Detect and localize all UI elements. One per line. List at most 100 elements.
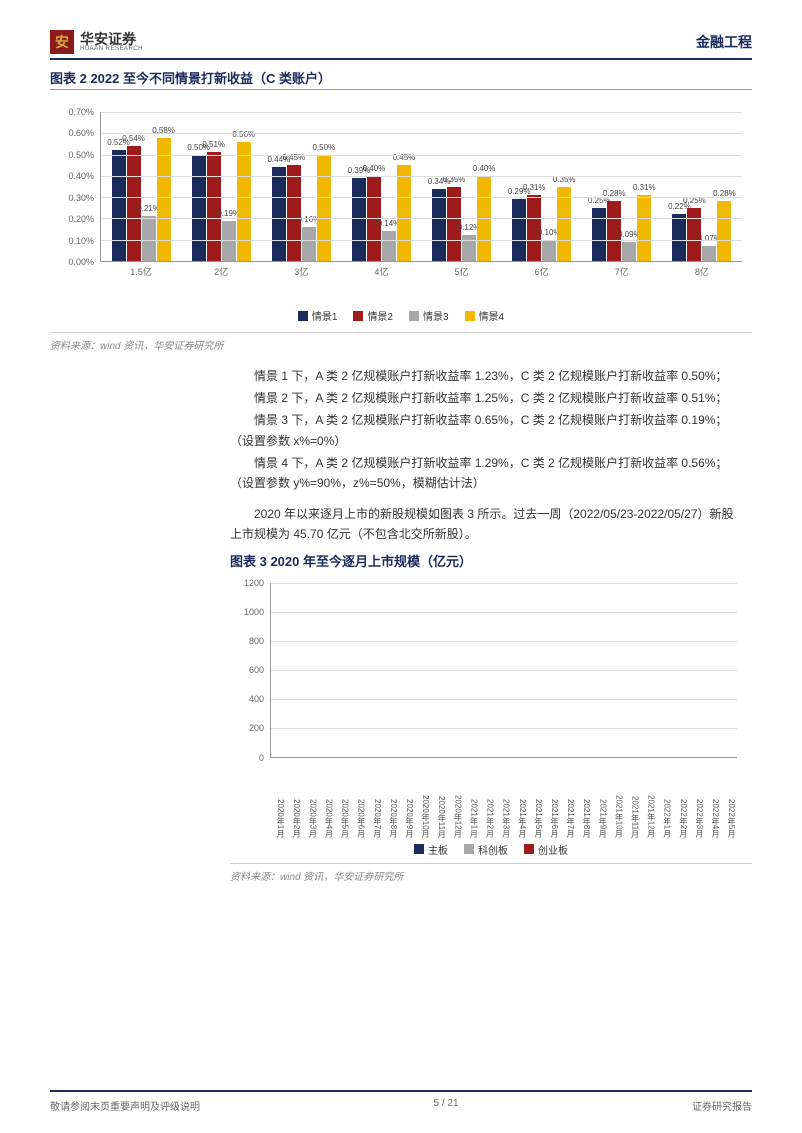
chart2-ytick: 800 [249, 636, 264, 646]
chart1-legend-item: 情景2 [353, 308, 393, 323]
chart1-xlabel: 7亿 [615, 265, 629, 278]
chart1-bar: 0.56% [237, 142, 251, 261]
chart2-legend-item: 创业板 [524, 842, 568, 857]
footer-page-number: 5 / 21 [433, 1098, 458, 1113]
legend-swatch [524, 844, 534, 854]
chart2-ytick: 600 [249, 665, 264, 675]
paragraph-scenario2: 情景 2 下，A 类 2 亿规模账户打新收益率 1.25%，C 类 2 亿规模账… [230, 388, 742, 408]
chart1-ytick: 0.40% [68, 171, 94, 181]
chart2-xlabel: 2020年1月 [270, 760, 286, 838]
chart2-legend-item: 主板 [414, 842, 448, 857]
chart1-bar-group: 0.34%0.35%0.12%0.40%5亿 [422, 112, 502, 261]
legend-label: 创业板 [538, 842, 568, 857]
chart1-bar: 0.10% [542, 240, 556, 261]
chart2-xlabel: 2020年11月 [431, 760, 447, 838]
chart2-xlabel: 2021年2月 [479, 760, 495, 838]
chart1-xlabel: 5亿 [455, 265, 469, 278]
chart1-ytick: 0.10% [68, 236, 94, 246]
chart1-bar: 0.45% [397, 165, 411, 261]
chart2-xlabel: 2021年8月 [576, 760, 592, 838]
legend-swatch [414, 844, 424, 854]
chart2-source: 资料来源：wind 资讯，华安证券研究所 [230, 863, 752, 883]
chart2-ytick: 0 [259, 753, 264, 763]
chart1-bar-label: 0.50% [312, 143, 335, 152]
chart1-legend-item: 情景4 [465, 308, 505, 323]
chart2-xlabel: 2021年7月 [560, 760, 576, 838]
chart1-bar: 0.22% [672, 214, 686, 261]
chart2-xlabel: 2022年5月 [721, 760, 737, 838]
chart2-xlabel: 2020年2月 [286, 760, 302, 838]
chart2-xlabel: 2020年8月 [383, 760, 399, 838]
chart2-legend-item: 科创板 [464, 842, 508, 857]
chart2-ytick: 200 [249, 723, 264, 733]
legend-swatch [465, 311, 475, 321]
chart2-xlabel: 2021年3月 [496, 760, 512, 838]
legend-label: 情景1 [312, 308, 338, 323]
chart1-bar-group: 0.22%0.25%0.07%0.28%8亿 [662, 112, 742, 261]
legend-swatch [464, 844, 474, 854]
legend-label: 主板 [428, 842, 448, 857]
chart2-xlabel: 2020年5月 [334, 760, 350, 838]
chart1-bar: 0.39% [352, 178, 366, 261]
chart1-bar-label: 0.54% [122, 134, 145, 143]
chart1-bar-group: 0.25%0.28%0.09%0.31%7亿 [582, 112, 662, 261]
legend-label: 科创板 [478, 842, 508, 857]
chart2-xlabel: 2020年9月 [399, 760, 415, 838]
chart2-xlabel: 2022年3月 [689, 760, 705, 838]
chart2-legend: 主板 科创板 创业板 [230, 842, 752, 858]
chart1-bar: 0.16% [302, 227, 316, 261]
chart1-bar: 0.52% [112, 150, 126, 261]
page-header: 安 华安证券 HUAAN RESEARCH 金融工程 [50, 30, 752, 60]
chart1-ytick: 0.00% [68, 257, 94, 267]
chart2-ytick: 1000 [244, 607, 264, 617]
logo-icon: 安 [50, 30, 74, 54]
footer-disclaimer: 敬请参阅末页重要声明及评级说明 [50, 1098, 200, 1113]
chart1-bar: 0.28% [717, 201, 731, 261]
chart2-container: 020040060080010001200 2020年1月2020年2月2020… [230, 578, 742, 838]
paragraph-summary: 2020 年以来逐月上市的新股规模如图表 3 所示。过去一周（2022/05/2… [230, 504, 742, 545]
paragraph-scenario4: 情景 4 下，A 类 2 亿规模账户打新收益率 1.29%，C 类 2 亿规模账… [230, 453, 742, 494]
chart1-ytick: 0.60% [68, 128, 94, 138]
legend-label: 情景2 [367, 308, 393, 323]
chart1-ytick: 0.70% [68, 107, 94, 117]
page-footer: 敬请参阅末页重要声明及评级说明 5 / 21 证券研究报告 [50, 1090, 752, 1113]
chart2-xlabel: 2020年6月 [351, 760, 367, 838]
chart1-bar-group: 0.29%0.31%0.10%0.35%6亿 [502, 112, 582, 261]
chart2-ytick: 400 [249, 694, 264, 704]
chart1-ytick: 0.30% [68, 193, 94, 203]
chart1-bar-group: 0.39%0.40%0.14%0.45%4亿 [341, 112, 421, 261]
chart1-bar: 0.51% [207, 152, 221, 261]
logo-name-en: HUAAN RESEARCH [80, 46, 143, 52]
chart2-xlabel: 2020年10月 [415, 760, 431, 838]
chart1-bar: 0.14% [382, 231, 396, 261]
chart1-bar-group: 0.50%0.51%0.19%0.56%2亿 [181, 112, 261, 261]
chart1-bar-group: 0.52%0.54%0.21%0.58%1.5亿 [101, 112, 181, 261]
chart2-xlabel: 2022年4月 [705, 760, 721, 838]
chart1-bar: 0.29% [512, 199, 526, 261]
body-text-block: 情景 1 下，A 类 2 亿规模账户打新收益率 1.23%，C 类 2 亿规模账… [230, 366, 742, 545]
chart2-xlabel: 2020年4月 [318, 760, 334, 838]
chart1-legend: 情景1情景2情景3情景4 [50, 308, 752, 324]
chart2-xlabel: 2020年7月 [367, 760, 383, 838]
chart2-xlabel: 2022年2月 [673, 760, 689, 838]
chart1-ytick: 0.20% [68, 214, 94, 224]
chart2-xlabel: 2021年6月 [544, 760, 560, 838]
chart1-bar-group: 0.44%0.45%0.16%0.50%3亿 [261, 112, 341, 261]
chart1-xlabel: 6亿 [535, 265, 549, 278]
chart1-title: 图表 2 2022 至今不同情景打新收益（C 类账户） [50, 68, 752, 87]
chart1-container: 0.00% 0.10% 0.20% 0.30% 0.40% 0.50% 0.60% 0.70%… [50, 102, 752, 302]
chart1-xlabel: 2亿 [214, 265, 228, 278]
chart1-bar: 0.44% [272, 167, 286, 261]
paragraph-scenario3: 情景 3 下，A 类 2 亿规模账户打新收益率 0.65%，C 类 2 亿规模账… [230, 410, 742, 451]
chart1-bar: 0.25% [592, 208, 606, 261]
chart2-title: 图表 3 2020 年至今逐月上市规模（亿元） [230, 551, 752, 570]
paragraph-scenario1: 情景 1 下，A 类 2 亿规模账户打新收益率 1.23%，C 类 2 亿规模账… [230, 366, 742, 386]
header-category: 金融工程 [696, 32, 752, 52]
chart1-bar: 0.34% [432, 189, 446, 261]
chart2-xlabel: 2021年11月 [624, 760, 640, 838]
chart1-xlabel: 1.5亿 [130, 265, 152, 278]
chart1-bar: 0.31% [637, 195, 651, 261]
logo-block: 安 华安证券 HUAAN RESEARCH [50, 30, 143, 54]
chart2-xlabel: 2021年9月 [592, 760, 608, 838]
chart2-xlabel: 2021年5月 [528, 760, 544, 838]
